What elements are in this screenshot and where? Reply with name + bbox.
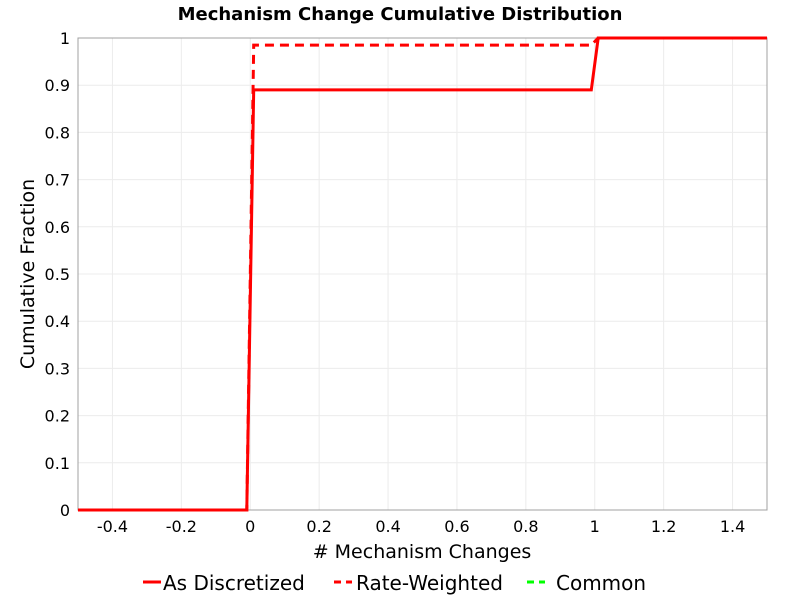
- x-tick-label: 1: [590, 517, 600, 536]
- y-tick-label: 0.9: [45, 76, 70, 95]
- x-tick-label: 0.8: [513, 517, 538, 536]
- x-tick-label: 1.2: [651, 517, 676, 536]
- series-layer: [78, 36, 767, 512]
- x-tick-label: 0.6: [444, 517, 469, 536]
- y-tick-label: 0.3: [45, 359, 70, 378]
- x-tick-label: 0: [245, 517, 255, 536]
- y-tick-label: 1: [60, 29, 70, 48]
- x-tick-label: 0.4: [375, 517, 400, 536]
- y-tick-label: 0.6: [45, 218, 70, 237]
- chart-title: Mechanism Change Cumulative Distribution: [178, 4, 623, 25]
- series-line-as-discretized: [78, 36, 767, 512]
- legend-label: As Discretized: [163, 571, 305, 595]
- legend-label: Rate-Weighted: [356, 571, 503, 595]
- grid-lines: [78, 37, 767, 511]
- y-tick-label: 0.5: [45, 265, 70, 284]
- x-tick-label: -0.4: [97, 517, 128, 536]
- y-tick-label: 0: [60, 501, 70, 520]
- y-tick-labels: 0 0.1 0.2 0.3 0.4 0.5 0.6 0.7 0.8 0.9 1: [45, 29, 70, 520]
- y-tick-label: 0.8: [45, 123, 70, 142]
- legend-label: Common: [556, 571, 646, 595]
- y-tick-label: 0.4: [45, 312, 70, 331]
- x-tick-label: 1.4: [720, 517, 745, 536]
- x-tick-label: 0.2: [306, 517, 331, 536]
- x-tick-labels: -0.4 -0.2 0 0.2 0.4 0.6 0.8 1 1.2 1.4: [97, 517, 745, 536]
- legend: As Discretized Rate-Weighted Common: [143, 571, 646, 595]
- y-tick-label: 0.1: [45, 454, 70, 473]
- y-tick-label: 0.2: [45, 407, 70, 426]
- plot-area: [77, 37, 768, 511]
- x-tick-label: -0.2: [166, 517, 197, 536]
- x-axis-label: # Mechanism Changes: [313, 541, 532, 563]
- y-tick-label: 0.7: [45, 171, 70, 190]
- y-axis-label: Cumulative Fraction: [17, 179, 39, 369]
